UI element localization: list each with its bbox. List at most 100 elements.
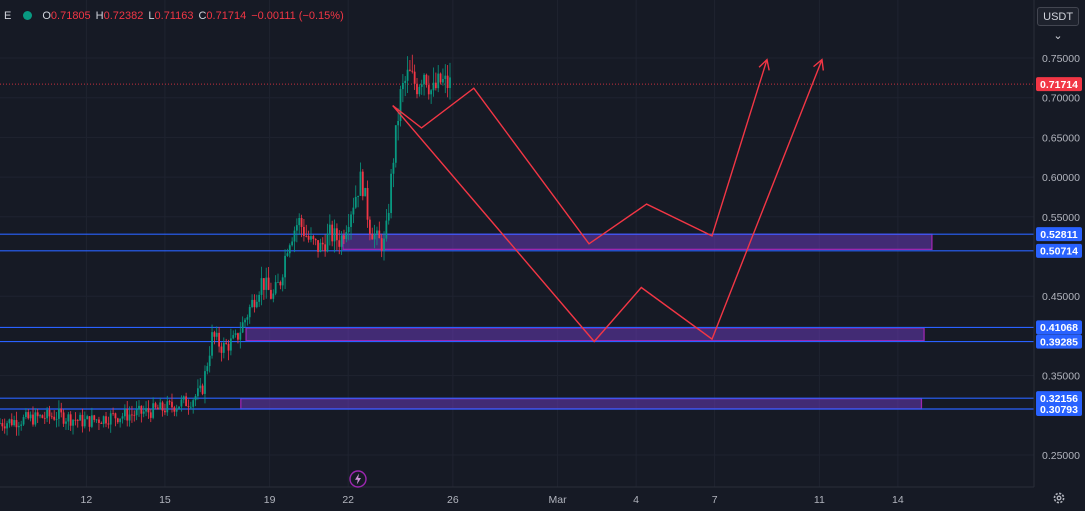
candle-body bbox=[314, 238, 317, 241]
candle-body bbox=[133, 414, 136, 416]
time-tick-label: 15 bbox=[159, 494, 171, 506]
candle-body bbox=[345, 232, 348, 240]
candle-body bbox=[326, 233, 329, 252]
candle-body bbox=[204, 371, 206, 394]
candle-body bbox=[8, 419, 11, 424]
candle-body bbox=[15, 420, 18, 428]
candle-body bbox=[0, 423, 1, 424]
candle-body bbox=[194, 396, 197, 401]
price-axis[interactable]: 0.75000 0.70000 0.65000 0.60000 0.55000 0.450… bbox=[1042, 53, 1080, 462]
candle-body bbox=[17, 425, 20, 428]
candle-body bbox=[404, 80, 407, 83]
supply-demand-zones bbox=[240, 233, 933, 410]
candle-body bbox=[298, 217, 301, 226]
candle-body bbox=[48, 409, 51, 417]
arrowhead bbox=[758, 58, 770, 71]
candle-body bbox=[62, 412, 65, 424]
candle-body bbox=[154, 403, 157, 408]
time-tick-label: 7 bbox=[712, 494, 718, 506]
candle-body bbox=[67, 414, 70, 422]
candle-body bbox=[227, 343, 230, 351]
candle-body bbox=[36, 412, 39, 417]
candle-body bbox=[411, 70, 414, 72]
candle-body bbox=[175, 408, 178, 412]
time-tick-label: Mar bbox=[549, 494, 568, 506]
currency-selector[interactable]: USDT ⌄ bbox=[1037, 7, 1079, 42]
arrowhead bbox=[813, 58, 825, 71]
candle-body bbox=[293, 230, 296, 242]
candle-body bbox=[336, 228, 338, 241]
candle-body bbox=[239, 332, 242, 340]
level-price-tag: 0.30793 bbox=[1040, 404, 1078, 416]
candle-body bbox=[178, 406, 180, 409]
time-tick-label: 26 bbox=[447, 494, 459, 506]
candle-body bbox=[201, 385, 204, 394]
candle-body bbox=[152, 403, 155, 418]
candles bbox=[0, 54, 451, 436]
candle-body bbox=[182, 396, 185, 400]
candle-body bbox=[260, 278, 263, 295]
candle-body bbox=[248, 307, 251, 318]
candle-body bbox=[121, 416, 124, 419]
candle-body bbox=[442, 79, 444, 83]
candle-body bbox=[364, 188, 367, 197]
candle-body bbox=[425, 74, 428, 86]
ohlc-legend: E O0.71805 H0.72382 L0.71163 C0.71714 −0.0011… bbox=[4, 10, 349, 22]
close-label: C bbox=[198, 10, 207, 22]
candle-body bbox=[22, 417, 25, 425]
candle-body bbox=[13, 420, 16, 426]
lightning-icon[interactable] bbox=[349, 470, 367, 488]
candle-body bbox=[331, 224, 334, 242]
open-label: O bbox=[42, 10, 51, 22]
candle-body bbox=[128, 414, 131, 421]
candle-body bbox=[199, 385, 202, 389]
candle-body bbox=[373, 233, 376, 240]
candle-body bbox=[383, 238, 385, 251]
projection-path bbox=[392, 59, 823, 343]
price-tick-label: 0.65000 bbox=[1042, 132, 1080, 144]
level-price-tag: 0.32156 bbox=[1040, 393, 1078, 405]
candle-body bbox=[161, 402, 164, 411]
candle-body bbox=[46, 409, 49, 419]
time-tick-label: 11 bbox=[814, 494, 825, 506]
candle-body bbox=[65, 421, 67, 424]
candle-body bbox=[20, 424, 23, 426]
candle-body bbox=[385, 220, 388, 239]
candle-body bbox=[307, 236, 310, 240]
candle-body bbox=[305, 235, 308, 237]
candle-body bbox=[215, 332, 218, 337]
candle-body bbox=[354, 196, 357, 208]
zone-rect bbox=[240, 397, 923, 410]
candle-body bbox=[229, 338, 232, 351]
currency-label: USDT bbox=[1043, 11, 1073, 23]
candle-body bbox=[32, 414, 34, 425]
candle-body bbox=[416, 83, 418, 95]
candle-body bbox=[380, 238, 383, 251]
change-value: −0.00111 (−0.15%) bbox=[251, 10, 344, 22]
time-tick-label: 19 bbox=[264, 494, 276, 506]
candle-body bbox=[53, 416, 56, 420]
candle-body bbox=[10, 419, 13, 426]
candle-body bbox=[262, 278, 265, 290]
candle-body bbox=[387, 212, 390, 221]
price-tick-label: 0.25000 bbox=[1042, 450, 1080, 462]
time-axis[interactable]: 12 15 19 22 26 Mar 4 7 11 14 bbox=[81, 494, 904, 506]
candle-body bbox=[79, 414, 82, 421]
candle-body bbox=[324, 244, 327, 252]
candle-body bbox=[211, 332, 213, 356]
candle-body bbox=[432, 82, 435, 91]
candle-body bbox=[246, 317, 249, 320]
candle-body bbox=[279, 282, 282, 286]
candle-body bbox=[423, 74, 425, 85]
candle-body bbox=[366, 188, 369, 220]
candle-body bbox=[430, 90, 433, 95]
candle-body bbox=[90, 415, 93, 427]
candle-body bbox=[55, 418, 58, 420]
candle-body bbox=[196, 388, 199, 397]
gear-icon[interactable] bbox=[1052, 491, 1066, 505]
candle-body bbox=[76, 420, 79, 422]
candle-body bbox=[312, 236, 315, 239]
candle-body bbox=[27, 412, 30, 419]
candle-body bbox=[258, 294, 261, 302]
